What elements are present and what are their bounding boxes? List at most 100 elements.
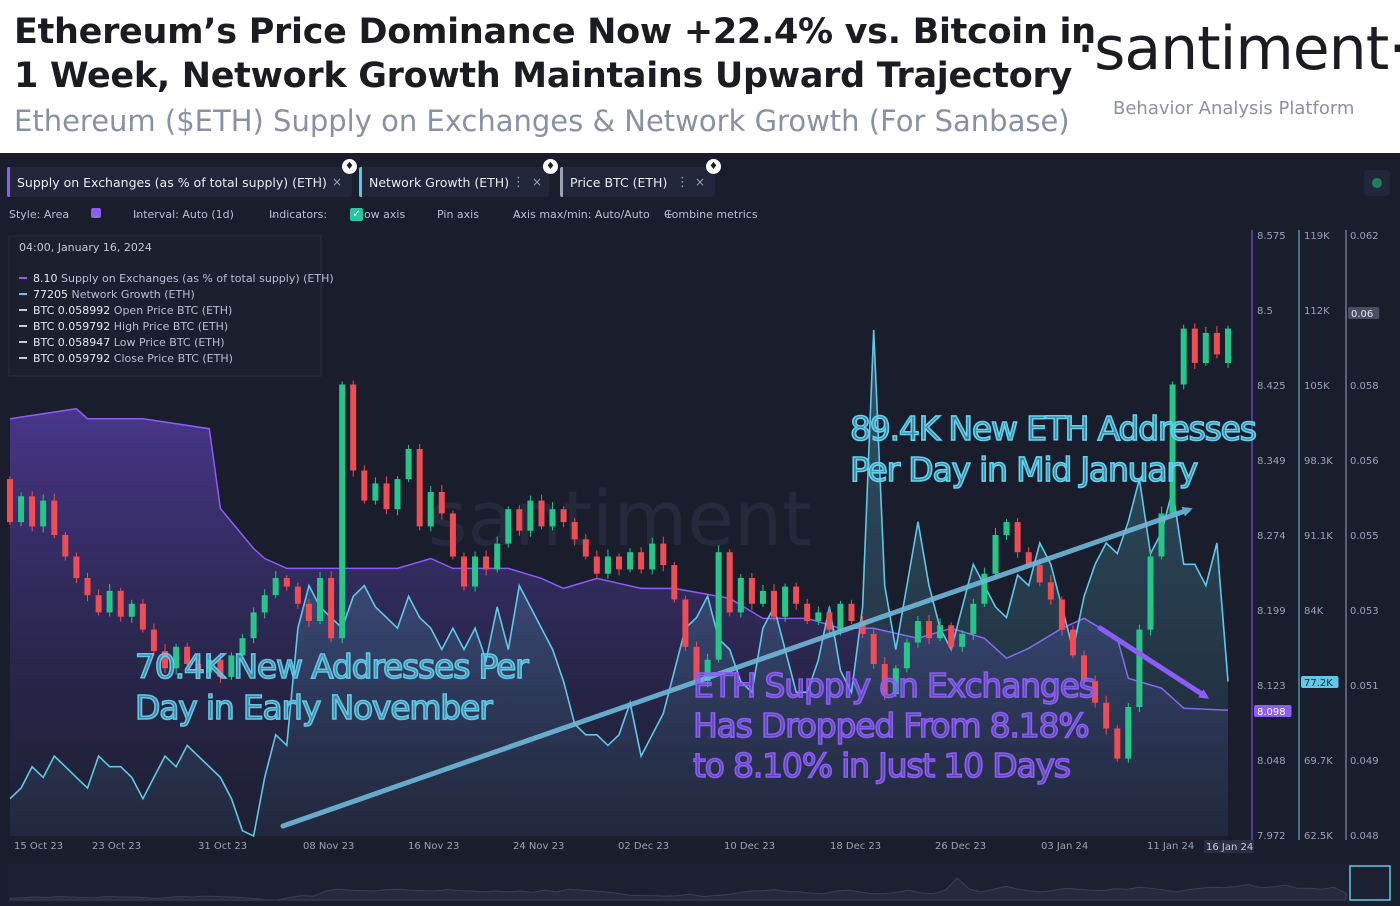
candle-body bbox=[538, 500, 545, 527]
close-icon[interactable]: × bbox=[532, 175, 543, 189]
network-tick-label: 119K bbox=[1304, 231, 1330, 242]
candle-body bbox=[1125, 707, 1132, 759]
style-label: Style: Area bbox=[9, 208, 70, 221]
header: Ethereum’s Price Dominance Now +22.4% vs… bbox=[0, 0, 1400, 153]
candle-body bbox=[317, 578, 323, 621]
network-growth-fill bbox=[10, 329, 1228, 836]
candle-body bbox=[305, 603, 312, 621]
candle-body bbox=[826, 612, 833, 630]
tab-supply-on-exchanges[interactable]: Supply on Exchanges (as % of total suppl… bbox=[7, 167, 352, 197]
candle bbox=[815, 606, 822, 625]
candle bbox=[638, 547, 645, 574]
supply-tick-label: 8.048 bbox=[1257, 756, 1286, 767]
candle-body bbox=[715, 552, 722, 660]
x-tick-label: 10 Dec 23 bbox=[724, 841, 775, 852]
candle bbox=[29, 491, 36, 532]
candle bbox=[383, 476, 390, 515]
candle bbox=[759, 584, 766, 607]
candle-body bbox=[438, 492, 445, 514]
tooltip-row: BTC 0.059792 High Price BTC (ETH) bbox=[33, 320, 228, 333]
candle-body bbox=[704, 659, 711, 682]
candle bbox=[317, 572, 323, 624]
candle bbox=[162, 644, 168, 674]
price-tick-label: 0.056 bbox=[1350, 456, 1379, 467]
candle bbox=[1180, 324, 1187, 390]
candle-body bbox=[892, 668, 899, 695]
candle-body bbox=[162, 651, 168, 669]
candle-body bbox=[616, 556, 622, 570]
tooltip-row-label: Network Growth (ETH) bbox=[72, 288, 195, 301]
candle-body bbox=[571, 522, 578, 540]
candle-body bbox=[959, 633, 966, 647]
candle-body bbox=[62, 535, 69, 557]
candle-body bbox=[903, 642, 910, 669]
candle bbox=[1058, 596, 1065, 636]
candle-body bbox=[748, 578, 755, 604]
tab-label: Supply on Exchanges (as % of total suppl… bbox=[17, 174, 327, 190]
candle bbox=[106, 583, 113, 617]
candle-body bbox=[848, 603, 855, 621]
navigator[interactable] bbox=[8, 864, 1392, 902]
candle bbox=[582, 534, 589, 560]
candle bbox=[660, 536, 667, 572]
candle-body bbox=[217, 659, 224, 677]
brand-tagline: Behavior Analysis Platform bbox=[1113, 98, 1355, 119]
candle bbox=[1070, 625, 1076, 659]
candle bbox=[649, 537, 656, 575]
candle bbox=[84, 573, 91, 602]
tooltip-row: BTC 0.058992 Open Price BTC (ETH) bbox=[33, 304, 232, 317]
axis-minmax-label: Axis max/min: Auto/Auto bbox=[513, 208, 650, 221]
candle bbox=[117, 587, 124, 622]
live-toggle[interactable] bbox=[1364, 170, 1390, 196]
candle-body bbox=[106, 590, 113, 613]
candle bbox=[538, 494, 545, 530]
tooltip: 04:00, January 16, 2024 8.10 Supply on E… bbox=[8, 235, 334, 377]
candle-body bbox=[173, 646, 180, 669]
more-icon[interactable]: ⋮ bbox=[313, 174, 326, 190]
chevron-down-icon: ⌄ bbox=[513, 208, 523, 221]
tab-network-growth[interactable]: Network Growth (ETH) ⋮ × bbox=[359, 167, 549, 197]
price-tick-label: 0.058 bbox=[1350, 381, 1379, 392]
candle bbox=[682, 595, 689, 651]
navigator-handle[interactable] bbox=[1349, 865, 1391, 901]
close-icon[interactable]: × bbox=[332, 175, 343, 189]
more-icon[interactable]: ⋮ bbox=[512, 174, 525, 190]
candle bbox=[1114, 725, 1121, 762]
candle-body bbox=[139, 603, 146, 630]
candle-body bbox=[881, 664, 888, 695]
candle bbox=[970, 598, 977, 640]
close-icon[interactable]: × bbox=[695, 175, 706, 189]
more-icon[interactable]: ⋮ bbox=[676, 174, 689, 190]
tab-label: Network Growth (ETH) bbox=[369, 174, 510, 190]
candle bbox=[549, 502, 556, 531]
x-tick-label: 11 Jan 24 bbox=[1147, 841, 1194, 852]
page-subtitle: Ethereum ($ETH) Supply on Exchanges & Ne… bbox=[14, 104, 1070, 138]
candle-body bbox=[1014, 522, 1021, 553]
x-tick-label: 26 Dec 23 bbox=[935, 841, 986, 852]
indicators-label: Indicators: bbox=[269, 208, 328, 221]
candle-body bbox=[870, 633, 877, 664]
candle bbox=[704, 653, 711, 688]
candle-body bbox=[638, 552, 645, 570]
candle bbox=[261, 589, 268, 619]
x-tick-label: 02 Dec 23 bbox=[618, 841, 669, 852]
x-tick-label: 18 Dec 23 bbox=[830, 841, 881, 852]
candle-body bbox=[84, 578, 91, 596]
navigator-series bbox=[9, 877, 1347, 901]
tab-color-bar bbox=[560, 167, 563, 197]
candle bbox=[494, 536, 501, 573]
checkbox-checked-icon[interactable]: ✓ bbox=[350, 208, 363, 221]
candle bbox=[870, 627, 877, 669]
tab-price-btc[interactable]: Price BTC (ETH) ⋮ × bbox=[560, 167, 715, 197]
candle bbox=[217, 652, 224, 683]
candle bbox=[361, 465, 368, 504]
candle bbox=[505, 506, 512, 548]
tooltip-row-label: Close Price BTC (ETH) bbox=[114, 352, 233, 365]
pin-axis-toggle[interactable]: Pin axis bbox=[437, 208, 479, 221]
network-growth-line bbox=[9, 329, 1229, 838]
candle-body bbox=[914, 621, 921, 643]
candle bbox=[461, 552, 467, 591]
x-tick-label: 03 Jan 24 bbox=[1041, 841, 1088, 852]
candle-body bbox=[128, 603, 135, 617]
